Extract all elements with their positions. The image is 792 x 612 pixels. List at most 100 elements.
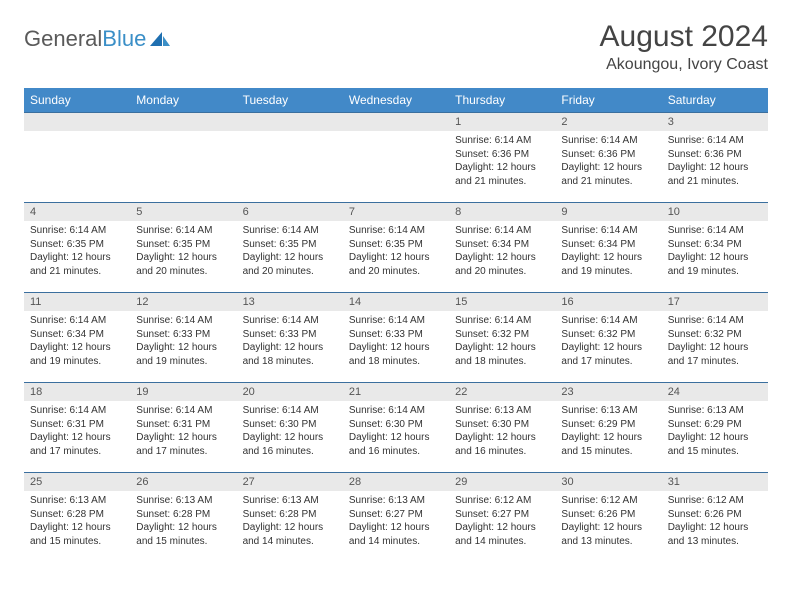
day-number: 18 [24,383,130,401]
sunset-text: Sunset: 6:36 PM [455,148,549,162]
day-details: Sunrise: 6:14 AMSunset: 6:36 PMDaylight:… [555,131,661,194]
calendar-cell: 19Sunrise: 6:14 AMSunset: 6:31 PMDayligh… [130,383,236,473]
sunrise-text: Sunrise: 6:14 AM [136,314,230,328]
daylight-text: Daylight: 12 hours and 19 minutes. [668,251,762,278]
daylight-text: Daylight: 12 hours and 15 minutes. [136,521,230,548]
calendar-week-row: 18Sunrise: 6:14 AMSunset: 6:31 PMDayligh… [24,383,768,473]
day-number: 26 [130,473,236,491]
calendar-table: Sunday Monday Tuesday Wednesday Thursday… [24,88,768,563]
calendar-cell: 9Sunrise: 6:14 AMSunset: 6:34 PMDaylight… [555,203,661,293]
calendar-cell: 13Sunrise: 6:14 AMSunset: 6:33 PMDayligh… [237,293,343,383]
weekday-header: Sunday [24,88,130,113]
calendar-cell: 17Sunrise: 6:14 AMSunset: 6:32 PMDayligh… [662,293,768,383]
day-number: 6 [237,203,343,221]
day-number: 27 [237,473,343,491]
sunrise-text: Sunrise: 6:14 AM [243,224,337,238]
day-number: 17 [662,293,768,311]
day-details: Sunrise: 6:14 AMSunset: 6:34 PMDaylight:… [24,311,130,374]
day-number: 4 [24,203,130,221]
day-details: Sunrise: 6:12 AMSunset: 6:27 PMDaylight:… [449,491,555,554]
daylight-text: Daylight: 12 hours and 18 minutes. [349,341,443,368]
sunset-text: Sunset: 6:32 PM [561,328,655,342]
sunset-text: Sunset: 6:30 PM [455,418,549,432]
day-number: 29 [449,473,555,491]
day-number: 22 [449,383,555,401]
day-number: 15 [449,293,555,311]
day-number: 16 [555,293,661,311]
sunrise-text: Sunrise: 6:14 AM [243,314,337,328]
day-number: 2 [555,113,661,131]
day-number: 3 [662,113,768,131]
weekday-header: Saturday [662,88,768,113]
day-number: 12 [130,293,236,311]
daylight-text: Daylight: 12 hours and 19 minutes. [136,341,230,368]
calendar-cell: 22Sunrise: 6:13 AMSunset: 6:30 PMDayligh… [449,383,555,473]
weekday-header: Monday [130,88,236,113]
calendar-cell: 30Sunrise: 6:12 AMSunset: 6:26 PMDayligh… [555,473,661,563]
sunset-text: Sunset: 6:35 PM [349,238,443,252]
weekday-header: Thursday [449,88,555,113]
day-details: Sunrise: 6:14 AMSunset: 6:34 PMDaylight:… [555,221,661,284]
daylight-text: Daylight: 12 hours and 17 minutes. [30,431,124,458]
day-number [130,113,236,131]
day-number: 19 [130,383,236,401]
weekday-header: Tuesday [237,88,343,113]
sunrise-text: Sunrise: 6:14 AM [455,134,549,148]
brand-name-a: General [24,26,102,51]
sunrise-text: Sunrise: 6:13 AM [349,494,443,508]
sunrise-text: Sunrise: 6:14 AM [455,224,549,238]
day-number: 9 [555,203,661,221]
sunrise-text: Sunrise: 6:13 AM [561,404,655,418]
sunset-text: Sunset: 6:33 PM [136,328,230,342]
day-details: Sunrise: 6:14 AMSunset: 6:30 PMDaylight:… [343,401,449,464]
weekday-header-row: Sunday Monday Tuesday Wednesday Thursday… [24,88,768,113]
calendar-cell: 15Sunrise: 6:14 AMSunset: 6:32 PMDayligh… [449,293,555,383]
day-details: Sunrise: 6:14 AMSunset: 6:33 PMDaylight:… [237,311,343,374]
calendar-cell [24,113,130,203]
day-details: Sunrise: 6:12 AMSunset: 6:26 PMDaylight:… [555,491,661,554]
day-number: 11 [24,293,130,311]
calendar-cell: 26Sunrise: 6:13 AMSunset: 6:28 PMDayligh… [130,473,236,563]
calendar-cell: 2Sunrise: 6:14 AMSunset: 6:36 PMDaylight… [555,113,661,203]
day-number [343,113,449,131]
calendar-cell: 8Sunrise: 6:14 AMSunset: 6:34 PMDaylight… [449,203,555,293]
sunset-text: Sunset: 6:31 PM [136,418,230,432]
daylight-text: Daylight: 12 hours and 20 minutes. [136,251,230,278]
day-number [237,113,343,131]
day-details: Sunrise: 6:13 AMSunset: 6:28 PMDaylight:… [130,491,236,554]
daylight-text: Daylight: 12 hours and 19 minutes. [561,251,655,278]
day-number: 21 [343,383,449,401]
weekday-header: Wednesday [343,88,449,113]
daylight-text: Daylight: 12 hours and 13 minutes. [561,521,655,548]
calendar-cell: 29Sunrise: 6:12 AMSunset: 6:27 PMDayligh… [449,473,555,563]
brand-name-b: Blue [102,26,146,51]
location-label: Akoungou, Ivory Coast [600,56,768,74]
day-details: Sunrise: 6:14 AMSunset: 6:30 PMDaylight:… [237,401,343,464]
calendar-cell: 31Sunrise: 6:12 AMSunset: 6:26 PMDayligh… [662,473,768,563]
sail-icon [148,30,172,48]
sunset-text: Sunset: 6:36 PM [668,148,762,162]
sunrise-text: Sunrise: 6:14 AM [30,314,124,328]
sunset-text: Sunset: 6:26 PM [668,508,762,522]
calendar-cell: 28Sunrise: 6:13 AMSunset: 6:27 PMDayligh… [343,473,449,563]
daylight-text: Daylight: 12 hours and 17 minutes. [136,431,230,458]
sunrise-text: Sunrise: 6:13 AM [668,404,762,418]
daylight-text: Daylight: 12 hours and 17 minutes. [561,341,655,368]
daylight-text: Daylight: 12 hours and 20 minutes. [243,251,337,278]
calendar-cell [237,113,343,203]
sunrise-text: Sunrise: 6:14 AM [30,224,124,238]
day-details: Sunrise: 6:14 AMSunset: 6:34 PMDaylight:… [449,221,555,284]
calendar-cell: 14Sunrise: 6:14 AMSunset: 6:33 PMDayligh… [343,293,449,383]
calendar-cell: 23Sunrise: 6:13 AMSunset: 6:29 PMDayligh… [555,383,661,473]
daylight-text: Daylight: 12 hours and 14 minutes. [243,521,337,548]
day-details: Sunrise: 6:13 AMSunset: 6:27 PMDaylight:… [343,491,449,554]
day-details: Sunrise: 6:14 AMSunset: 6:33 PMDaylight:… [130,311,236,374]
sunset-text: Sunset: 6:29 PM [668,418,762,432]
day-number: 25 [24,473,130,491]
day-details: Sunrise: 6:13 AMSunset: 6:28 PMDaylight:… [24,491,130,554]
daylight-text: Daylight: 12 hours and 13 minutes. [668,521,762,548]
day-details: Sunrise: 6:14 AMSunset: 6:36 PMDaylight:… [449,131,555,194]
day-details: Sunrise: 6:14 AMSunset: 6:32 PMDaylight:… [662,311,768,374]
daylight-text: Daylight: 12 hours and 16 minutes. [243,431,337,458]
daylight-text: Daylight: 12 hours and 21 minutes. [30,251,124,278]
